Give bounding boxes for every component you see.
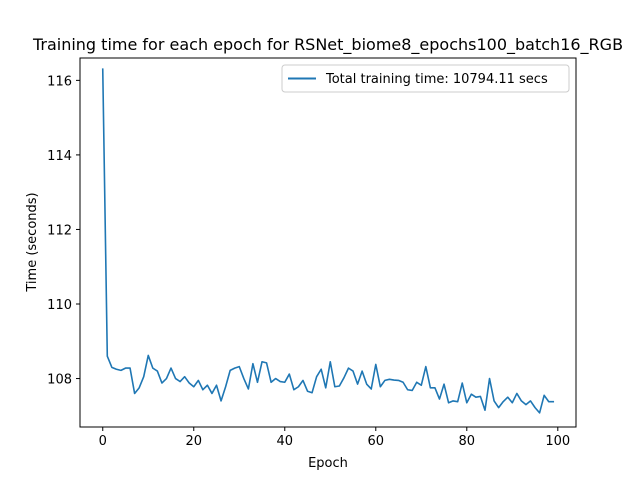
legend: Total training time: 10794.11 secs <box>281 64 570 93</box>
x-tick-label: 0 <box>99 434 107 449</box>
chart-title: Training time for each epoch for RSNet_b… <box>32 35 623 55</box>
y-tick-label: 108 <box>47 373 72 388</box>
x-tick-label: 20 <box>185 434 202 449</box>
series-line <box>101 68 555 414</box>
x-axis: 0 20 40 60 80 100 <box>99 427 570 449</box>
axes-frame <box>79 57 577 428</box>
y-axis-label: Time (seconds) <box>25 192 40 292</box>
y-tick-label: 114 <box>47 149 72 164</box>
x-axis-label: Epoch <box>308 456 348 471</box>
y-tick-label: 110 <box>47 298 72 313</box>
legend-label: Total training time: 10794.11 secs <box>325 72 548 87</box>
plot-area <box>101 68 555 414</box>
x-tick-label: 80 <box>459 434 476 449</box>
x-tick-label: 100 <box>545 434 570 449</box>
y-tick-label: 116 <box>47 74 72 89</box>
y-tick-label: 112 <box>47 223 72 238</box>
legend-box <box>281 64 570 93</box>
x-tick-label: 40 <box>276 434 293 449</box>
y-axis: 108 110 112 114 116 <box>47 74 80 388</box>
x-tick-label: 60 <box>368 434 385 449</box>
